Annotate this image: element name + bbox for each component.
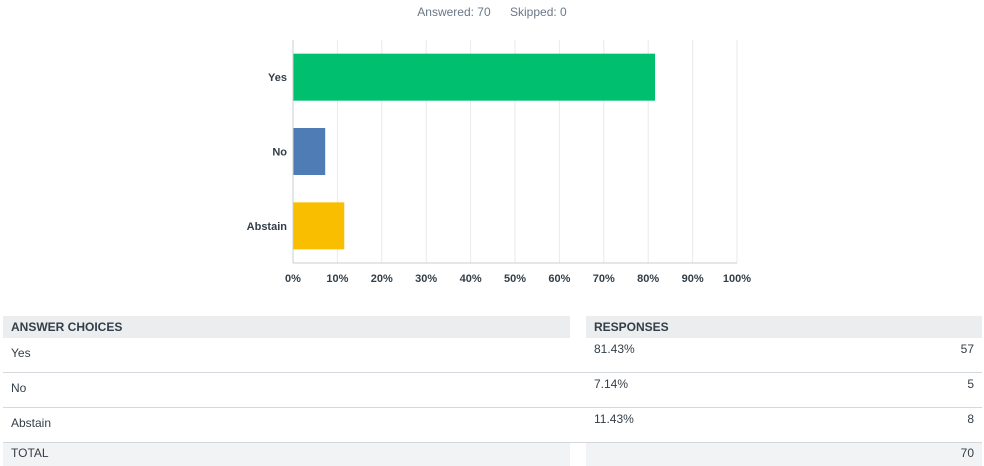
responses-table: ANSWER CHOICES RESPONSES Yes 81.43% 57 N… — [3, 316, 982, 466]
table-row: No 7.14% 5 — [3, 373, 982, 408]
response-percent: 81.43% — [586, 338, 847, 373]
category-label: No — [272, 147, 287, 159]
x-tick-label: 90% — [682, 273, 704, 285]
answer-choices-header: ANSWER CHOICES — [3, 316, 570, 338]
table-row: Abstain 11.43% 8 — [3, 408, 982, 443]
choice-label: No — [3, 373, 570, 408]
x-tick-label: 50% — [504, 273, 526, 285]
response-percent: 7.14% — [586, 373, 847, 408]
bar-yes — [294, 54, 656, 101]
row-gap — [570, 373, 586, 408]
responses-header: RESPONSES — [586, 316, 982, 338]
x-tick-label: 30% — [415, 273, 437, 285]
x-tick-label: 10% — [326, 273, 348, 285]
response-count: 57 — [847, 338, 982, 373]
bar-chart: 0% 10% 20% 30% 40% 50% 60% 70% 80% 90% 100% Yes No Ab… — [0, 0, 984, 300]
x-tick-label: 80% — [637, 273, 659, 285]
category-label: Abstain — [247, 221, 288, 233]
category-label: Yes — [268, 72, 287, 84]
total-value: 70 — [847, 443, 982, 466]
choice-label: Yes — [3, 338, 570, 373]
row-gap — [570, 408, 586, 443]
row-gap — [570, 338, 586, 373]
total-label: TOTAL — [3, 443, 570, 466]
x-tick-label: 100% — [723, 273, 751, 285]
response-count: 8 — [847, 408, 982, 443]
total-spacer — [586, 443, 847, 466]
x-tick-label: 40% — [460, 273, 482, 285]
total-row: TOTAL 70 — [3, 443, 982, 466]
x-tick-label: 70% — [593, 273, 615, 285]
response-count: 5 — [847, 373, 982, 408]
bar-abstain — [294, 202, 345, 249]
choice-label: Abstain — [3, 408, 570, 443]
x-tick-label: 20% — [371, 273, 393, 285]
table-header-row: ANSWER CHOICES RESPONSES — [3, 316, 982, 338]
bar-no — [294, 128, 326, 175]
response-percent: 11.43% — [586, 408, 847, 443]
table-row: Yes 81.43% 57 — [3, 338, 982, 373]
header-gap — [570, 316, 586, 338]
x-tick-label: 0% — [285, 273, 301, 285]
total-gap — [570, 443, 586, 466]
x-tick-label: 60% — [548, 273, 570, 285]
